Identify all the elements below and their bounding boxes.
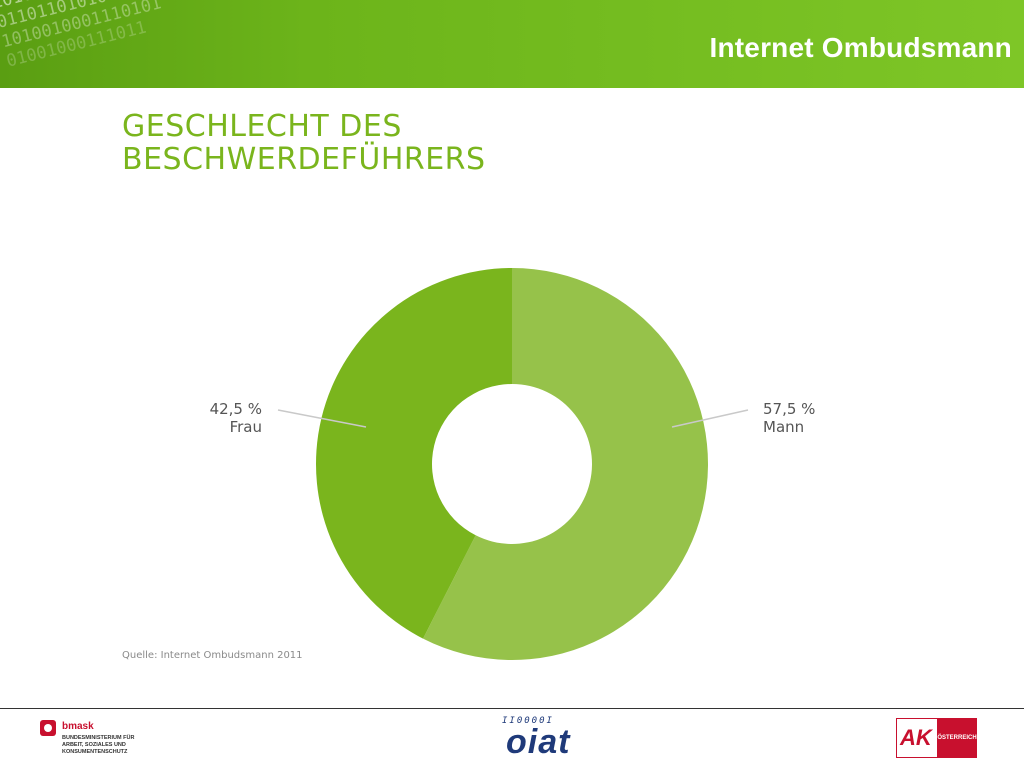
bmask-name: bmask [62,721,94,732]
bmask-emblem-icon [40,720,56,736]
data-label-name-frau: Frau [230,418,262,436]
slide-title-line-1: GESCHLECHT DES [122,109,402,144]
header-banner: 1010110101010 01101101010010111 10100100… [0,0,1024,88]
leader-line-mann [671,409,749,428]
donut-chart: 57,5 %Mann 42,5 %Frau [210,268,815,660]
leader-line-frau [277,409,367,428]
bmask-subtitle-line: ARBEIT, SOZIALES UND [62,742,126,748]
oiat-logo: II0000I oiat [498,716,594,762]
bmask-subtitle-line: KONSUMENTENSCHUTZ [62,749,128,755]
bmask-logo: bmask BUNDESMINISTERIUM FÜR ARBEIT, SOZI… [38,720,168,764]
ak-tag: ÖSTERREICH [937,718,977,758]
slide-title: GESCHLECHT DES BESCHWERDEFÜHRERS [122,110,486,176]
ak-box: AK [896,718,938,758]
footer-divider [0,708,1024,709]
ak-logo: AK ÖSTERREICH [896,718,980,758]
oiat-wordmark: oiat [506,723,571,761]
bmask-subtitle-line: BUNDESMINISTERIUM FÜR [62,735,135,741]
source-note: Quelle: Internet Ombudsmann 2011 [122,650,303,661]
data-label-value-mann: 57,5 % [763,400,815,418]
slice-mann [423,268,709,660]
ak-letters: AK [900,725,932,750]
header-title: Internet Ombudsmann [709,32,1012,63]
data-label-value-frau: 42,5 % [210,400,262,418]
slide-title-line-2: BESCHWERDEFÜHRERS [122,142,486,177]
slice-frau [316,268,512,639]
bmask-subtitle: BUNDESMINISTERIUM FÜR ARBEIT, SOZIALES U… [62,735,172,756]
data-label-name-mann: Mann [763,418,804,436]
oiat-bits: II0000I [502,716,554,726]
